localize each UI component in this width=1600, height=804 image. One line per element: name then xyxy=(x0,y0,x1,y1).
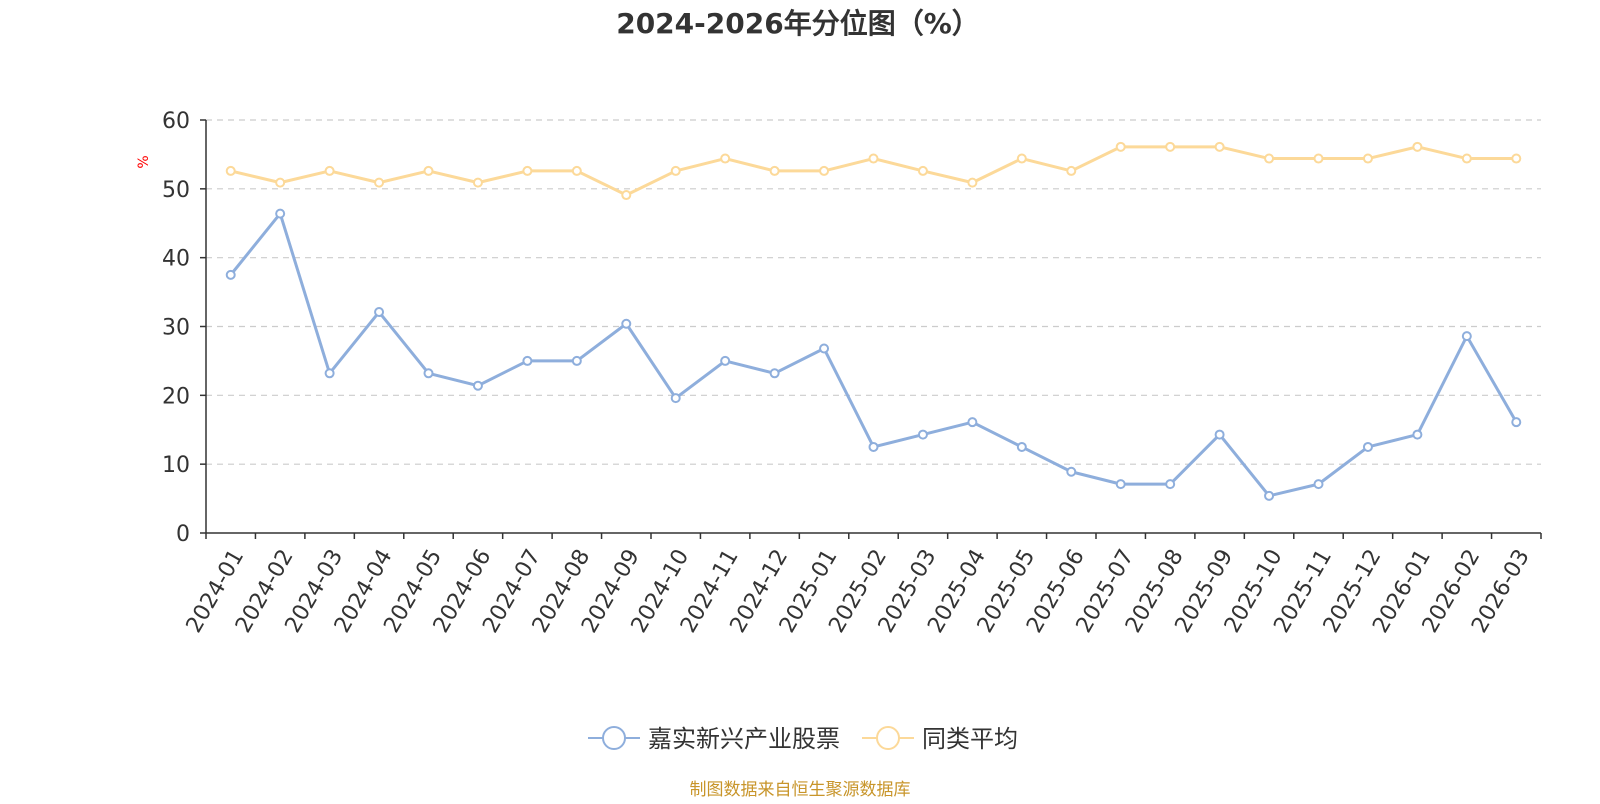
data-point-series-2 xyxy=(1066,165,1077,176)
y-tick-label: 20 xyxy=(162,384,190,409)
data-point-series-2 xyxy=(1214,141,1225,152)
data-point-series-1 xyxy=(522,355,533,366)
x-axis: 2024-012024-022024-032024-042024-052024-… xyxy=(182,532,1542,637)
chart-title: 2024-2026年分位图（%） xyxy=(616,7,980,40)
legend-item-series-2[interactable]: 同类平均 xyxy=(862,725,1018,753)
series-lines xyxy=(225,141,1522,501)
data-point-series-2 xyxy=(1461,153,1472,164)
data-point-series-1 xyxy=(720,355,731,366)
data-point-series-2 xyxy=(275,177,286,188)
y-tick-label: 40 xyxy=(162,247,190,272)
data-point-series-1 xyxy=(1016,441,1027,452)
data-point-series-2 xyxy=(1016,153,1027,164)
data-point-series-1 xyxy=(423,368,434,379)
data-point-series-2 xyxy=(720,153,731,164)
data-point-series-1 xyxy=(1412,429,1423,440)
data-point-series-2 xyxy=(1264,153,1275,164)
data-point-series-1 xyxy=(374,307,385,318)
data-point-series-1 xyxy=(1362,441,1373,452)
data-point-series-2 xyxy=(1313,153,1324,164)
data-point-series-1 xyxy=(225,269,236,280)
data-point-series-1 xyxy=(1214,429,1225,440)
data-point-series-2 xyxy=(868,153,879,164)
legend-marker-series-1 xyxy=(602,726,626,750)
data-point-series-1 xyxy=(868,441,879,452)
data-point-series-2 xyxy=(522,165,533,176)
data-point-series-2 xyxy=(967,177,978,188)
legend[interactable]: 嘉实新兴产业股票 同类平均 xyxy=(588,725,1018,753)
data-point-series-2 xyxy=(423,165,434,176)
data-point-series-1 xyxy=(1313,479,1324,490)
y-axis: 0 10 20 30 40 50 60 xyxy=(162,109,207,547)
data-point-series-1 xyxy=(1461,331,1472,342)
y-tick-label: 10 xyxy=(162,453,190,478)
data-point-series-2 xyxy=(324,165,335,176)
data-point-series-2 xyxy=(374,177,385,188)
y-tick-label: 0 xyxy=(176,522,190,547)
data-point-series-2 xyxy=(1362,153,1373,164)
y-tick-label: 50 xyxy=(162,178,190,203)
data-point-series-1 xyxy=(1066,466,1077,477)
data-point-series-2 xyxy=(225,165,236,176)
legend-marker-series-2 xyxy=(876,726,900,750)
source-note: 制图数据来自恒生聚源数据库 xyxy=(690,780,911,800)
data-point-series-1 xyxy=(621,318,632,329)
data-point-series-2 xyxy=(819,165,830,176)
data-point-series-1 xyxy=(472,380,483,391)
data-point-series-1 xyxy=(917,429,928,440)
data-point-series-1 xyxy=(1165,479,1176,490)
data-point-series-2 xyxy=(917,165,928,176)
data-point-series-1 xyxy=(1264,490,1275,501)
data-point-series-2 xyxy=(769,165,780,176)
legend-label-series-1: 嘉实新兴产业股票 xyxy=(648,725,840,753)
data-point-series-1 xyxy=(967,417,978,428)
data-point-series-2 xyxy=(1511,153,1522,164)
data-point-series-2 xyxy=(571,165,582,176)
data-point-series-2 xyxy=(621,190,632,201)
data-point-series-1 xyxy=(1511,417,1522,428)
legend-label-series-2: 同类平均 xyxy=(922,725,1018,753)
data-point-series-2 xyxy=(670,165,681,176)
series-line-1 xyxy=(229,212,1518,498)
data-point-series-2 xyxy=(1115,141,1126,152)
data-point-series-2 xyxy=(1165,141,1176,152)
data-point-series-1 xyxy=(769,368,780,379)
y-axis-label: % xyxy=(136,155,152,168)
y-tick-label: 60 xyxy=(162,109,190,134)
data-point-series-1 xyxy=(275,208,286,219)
data-point-series-2 xyxy=(1412,141,1423,152)
data-point-series-1 xyxy=(670,393,681,404)
data-point-series-2 xyxy=(472,177,483,188)
y-tick-label: 30 xyxy=(162,316,190,341)
data-point-series-1 xyxy=(819,343,830,354)
legend-item-series-1[interactable]: 嘉实新兴产业股票 xyxy=(588,725,840,753)
grid-lines xyxy=(206,119,1541,465)
data-point-series-1 xyxy=(324,368,335,379)
data-point-series-1 xyxy=(571,355,582,366)
data-point-series-1 xyxy=(1115,479,1126,490)
